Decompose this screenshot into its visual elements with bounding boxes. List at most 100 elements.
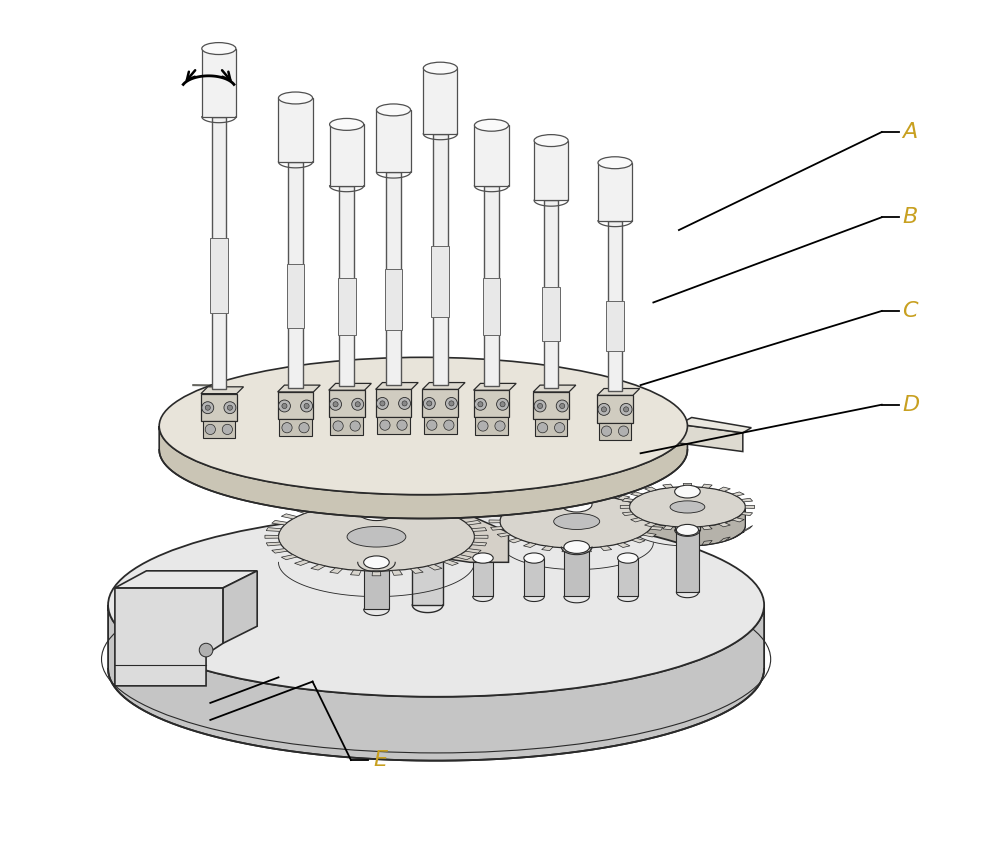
Polygon shape [524,558,544,596]
Ellipse shape [108,513,764,697]
Polygon shape [330,588,343,595]
Polygon shape [702,526,712,530]
Polygon shape [562,548,571,552]
Polygon shape [645,487,656,492]
Polygon shape [542,287,560,342]
Polygon shape [597,395,633,423]
Polygon shape [386,172,401,385]
Polygon shape [508,538,522,543]
Polygon shape [474,125,509,186]
Ellipse shape [376,104,411,116]
Polygon shape [385,269,402,330]
Polygon shape [631,518,643,522]
Polygon shape [422,383,465,389]
Polygon shape [279,419,312,436]
Circle shape [397,420,407,430]
Circle shape [205,406,210,411]
Polygon shape [376,383,418,389]
Polygon shape [212,117,226,389]
Polygon shape [355,504,509,515]
Polygon shape [620,505,630,509]
Circle shape [449,401,454,406]
Polygon shape [281,514,297,519]
Circle shape [478,421,488,431]
Polygon shape [597,389,640,395]
Polygon shape [600,562,612,568]
Polygon shape [456,555,472,560]
Polygon shape [474,390,509,417]
Ellipse shape [561,497,592,512]
Polygon shape [358,511,395,562]
Polygon shape [618,558,638,596]
Polygon shape [201,387,244,394]
Circle shape [227,406,232,411]
Polygon shape [508,500,522,504]
Circle shape [537,404,543,408]
Polygon shape [544,200,558,388]
Polygon shape [676,530,699,592]
Polygon shape [266,561,281,570]
Polygon shape [330,500,343,505]
Polygon shape [562,491,571,495]
Circle shape [222,424,232,435]
Polygon shape [412,464,443,605]
Polygon shape [702,540,712,545]
Polygon shape [643,549,656,556]
Polygon shape [653,520,664,523]
Polygon shape [465,549,481,553]
Polygon shape [311,565,325,570]
Polygon shape [350,570,361,575]
Circle shape [333,421,343,431]
Circle shape [202,402,214,414]
Polygon shape [376,389,411,417]
Polygon shape [330,124,364,186]
Polygon shape [201,394,237,421]
Circle shape [624,407,629,412]
Polygon shape [679,424,743,452]
Circle shape [330,399,342,411]
Polygon shape [465,521,481,525]
Polygon shape [643,532,656,537]
Polygon shape [392,570,403,575]
Polygon shape [330,568,343,573]
Polygon shape [542,546,553,550]
Polygon shape [115,571,257,588]
Polygon shape [266,527,281,532]
Polygon shape [428,584,442,591]
Circle shape [282,404,287,408]
Polygon shape [392,498,403,504]
Polygon shape [265,535,279,538]
Polygon shape [617,543,630,548]
Circle shape [304,404,309,408]
Polygon shape [281,555,297,560]
Polygon shape [484,186,499,386]
Circle shape [224,402,236,414]
Circle shape [399,397,411,410]
Polygon shape [372,571,381,576]
Polygon shape [203,421,235,438]
Circle shape [402,401,407,406]
Polygon shape [311,504,325,509]
Polygon shape [295,579,310,588]
Polygon shape [741,526,753,533]
Polygon shape [732,532,744,538]
Polygon shape [617,559,630,566]
Polygon shape [377,417,410,434]
Polygon shape [683,542,692,546]
Polygon shape [483,278,500,335]
Polygon shape [392,590,403,596]
Polygon shape [456,573,472,583]
Text: D: D [902,394,919,415]
Circle shape [427,401,432,406]
Polygon shape [329,383,371,390]
Polygon shape [582,565,591,569]
Polygon shape [645,522,656,527]
Polygon shape [533,385,576,392]
Polygon shape [473,558,493,596]
Polygon shape [745,505,755,509]
Polygon shape [108,605,764,761]
Polygon shape [295,560,310,566]
Polygon shape [272,521,287,525]
Polygon shape [663,484,673,488]
Circle shape [445,397,457,410]
